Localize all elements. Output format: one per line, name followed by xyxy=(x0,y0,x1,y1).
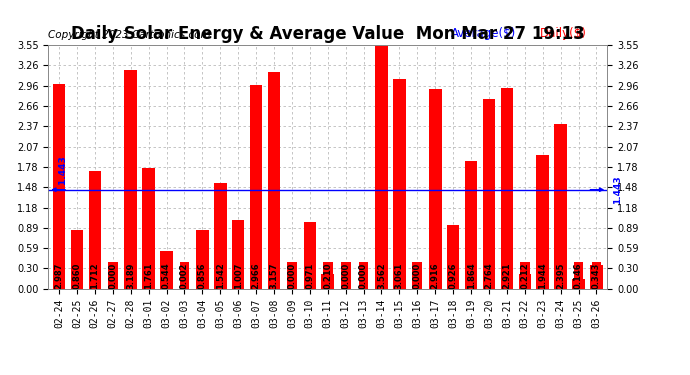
Text: 0.146: 0.146 xyxy=(574,262,583,289)
Text: 2.764: 2.764 xyxy=(484,262,493,289)
Text: 1.944: 1.944 xyxy=(538,262,547,289)
Text: Copyright 2023 Cartronics.com: Copyright 2023 Cartronics.com xyxy=(48,30,211,40)
Text: 0.210: 0.210 xyxy=(323,262,333,289)
Text: 3.189: 3.189 xyxy=(126,262,135,289)
Text: 0.002: 0.002 xyxy=(180,262,189,289)
Bar xyxy=(70,230,83,289)
Text: Average($): Average($) xyxy=(451,27,516,40)
Text: 0.000: 0.000 xyxy=(288,262,297,289)
Text: 3.562: 3.562 xyxy=(377,262,386,289)
Bar xyxy=(447,225,460,289)
Bar xyxy=(590,265,603,289)
Bar xyxy=(429,88,442,289)
Bar xyxy=(160,251,172,289)
Bar xyxy=(501,88,513,289)
Text: 2.966: 2.966 xyxy=(252,262,261,289)
Bar xyxy=(214,183,226,289)
Bar xyxy=(518,274,531,289)
Bar xyxy=(232,220,244,289)
Text: 0.000: 0.000 xyxy=(108,262,117,289)
Text: 0.000: 0.000 xyxy=(359,262,368,289)
Text: 2.916: 2.916 xyxy=(431,262,440,289)
Text: 1.712: 1.712 xyxy=(90,262,99,289)
Bar xyxy=(536,155,549,289)
Text: 3.061: 3.061 xyxy=(395,262,404,289)
Text: 0.971: 0.971 xyxy=(306,262,315,289)
Bar xyxy=(304,222,316,289)
Bar xyxy=(268,72,280,289)
Bar xyxy=(52,84,66,289)
Text: 0.000: 0.000 xyxy=(413,262,422,289)
Bar xyxy=(572,279,585,289)
Text: 0.212: 0.212 xyxy=(520,262,529,289)
Text: 0.856: 0.856 xyxy=(198,262,207,289)
Text: 0.343: 0.343 xyxy=(592,262,601,289)
Bar xyxy=(483,99,495,289)
Bar xyxy=(465,161,477,289)
Text: 1.761: 1.761 xyxy=(144,262,153,289)
Text: 0.926: 0.926 xyxy=(448,262,457,289)
Bar xyxy=(88,171,101,289)
Bar xyxy=(393,79,406,289)
Text: 1.443: 1.443 xyxy=(613,176,622,204)
Bar xyxy=(375,44,388,289)
Bar xyxy=(124,70,137,289)
Text: Daily($): Daily($) xyxy=(540,27,587,40)
Bar xyxy=(196,230,208,289)
Text: 1.443: 1.443 xyxy=(59,156,68,188)
Text: 1.542: 1.542 xyxy=(216,262,225,289)
Text: 1.864: 1.864 xyxy=(466,262,475,289)
Bar xyxy=(322,274,334,289)
Text: 2.987: 2.987 xyxy=(55,262,63,289)
Bar xyxy=(250,85,262,289)
Bar xyxy=(554,124,567,289)
Text: 2.921: 2.921 xyxy=(502,262,511,289)
Text: 0.860: 0.860 xyxy=(72,262,81,289)
Text: 0.544: 0.544 xyxy=(162,262,171,289)
Text: 3.157: 3.157 xyxy=(270,262,279,289)
Text: 0.000: 0.000 xyxy=(341,262,350,289)
Text: 2.395: 2.395 xyxy=(556,262,565,289)
Text: 1.007: 1.007 xyxy=(234,262,243,289)
Title: Daily Solar Energy & Average Value  Mon Mar 27 19:13: Daily Solar Energy & Average Value Mon M… xyxy=(71,26,584,44)
Bar xyxy=(142,168,155,289)
